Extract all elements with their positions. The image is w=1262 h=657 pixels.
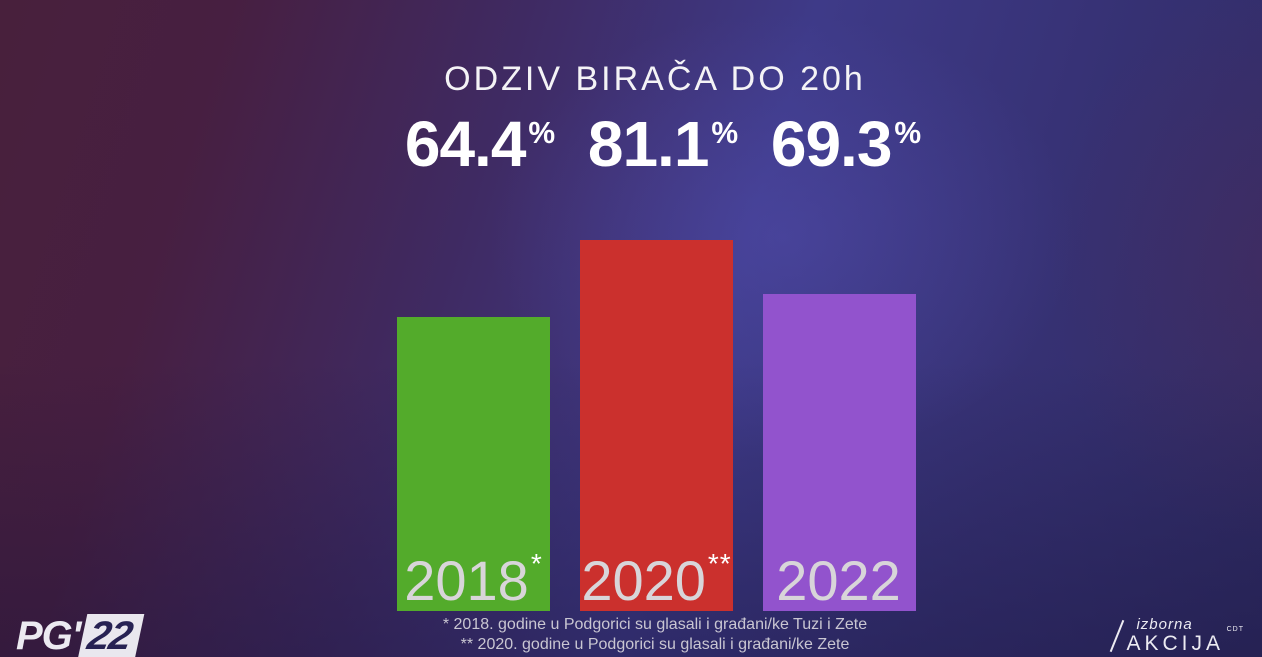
turnout-number: 81.1 [587, 108, 710, 180]
izborna-akcija-text: izborna AKCIJA CDT [1126, 617, 1244, 655]
footnote-marker: ** [707, 548, 732, 580]
cdt-label: CDT [1226, 626, 1244, 633]
akcija-label: AKCIJA [1126, 632, 1224, 655]
turnout-value-2018: 64.4% [369, 112, 591, 176]
bar-2018: 2018* [397, 317, 550, 611]
percent-sign: % [711, 116, 739, 150]
footnote-marker: * [530, 548, 543, 580]
footnote-line-1: * 2018. godine u Podgorici su glasali i … [442, 616, 868, 633]
bar-2020: 2020** [580, 240, 733, 611]
chart-title: ODZIV BIRAČA DO 20h [444, 60, 866, 98]
izborna-akcija-logo: izborna AKCIJA CDT [1110, 617, 1244, 655]
pg22-logo-box: 22 [76, 614, 145, 657]
year-text: 2020 [581, 548, 706, 612]
pg22-logo-text: PG' [16, 614, 81, 657]
turnout-number: 69.3 [770, 108, 893, 180]
footnote-line-2: ** 2020. godine u Podgorici su glasali i… [460, 635, 850, 653]
turnout-value-2020: 81.1% [552, 112, 774, 176]
izborna-label: izborna [1136, 616, 1193, 633]
turnout-number: 64.4 [404, 108, 527, 180]
year-text: 2018 [404, 548, 529, 612]
percent-sign: % [528, 116, 556, 150]
bar-year-label: 2018* [397, 548, 550, 612]
pg22-logo-box-text: 22 [84, 614, 137, 657]
turnout-value-2022: 69.3% [735, 112, 957, 176]
bar-2022: 2022 [763, 294, 916, 611]
bar-year-label: 2022 [763, 552, 916, 609]
bar-year-label: 2020** [580, 548, 733, 612]
year-text: 2022 [776, 548, 901, 612]
footnotes: * 2018. godine u Podgorici su glasali i … [24, 615, 1262, 654]
percent-sign: % [894, 116, 922, 150]
pg22-logo: PG' 22 [16, 614, 145, 657]
